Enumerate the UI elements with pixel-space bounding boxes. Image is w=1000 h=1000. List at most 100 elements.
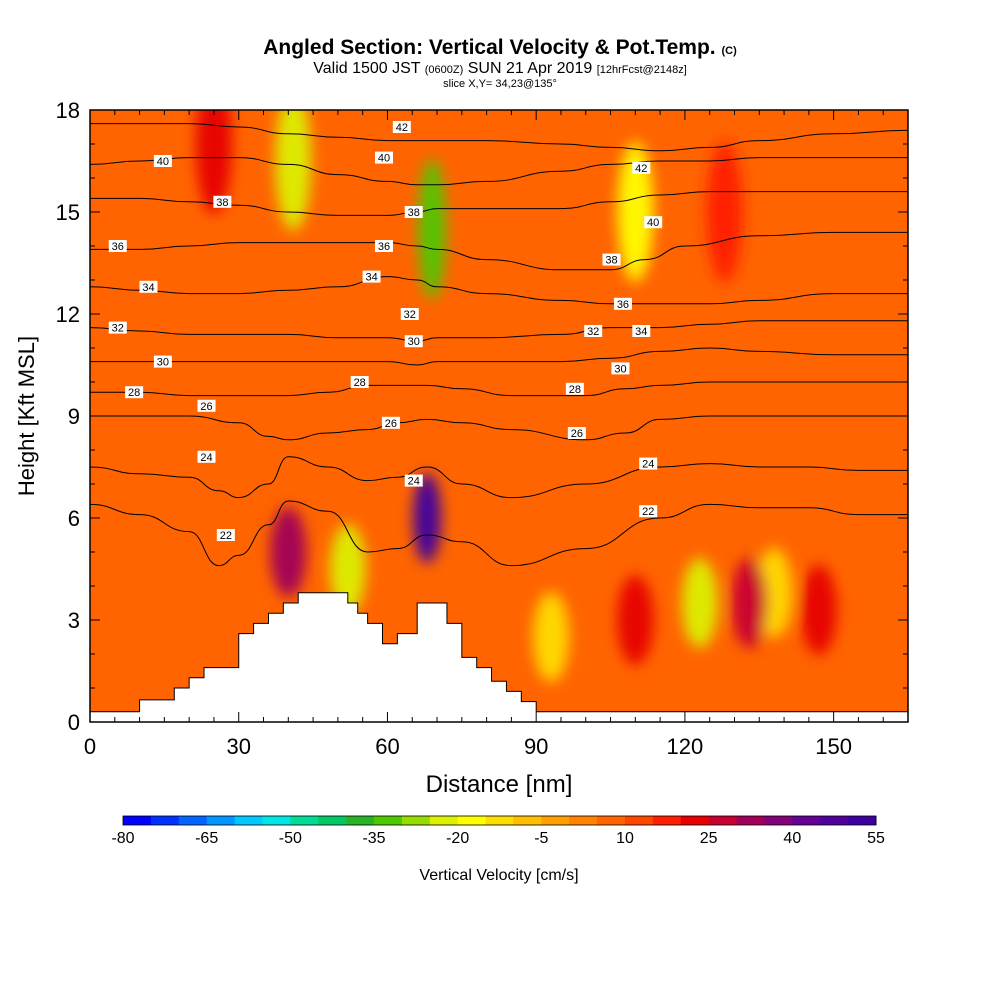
colorbar-swatch [429,816,459,825]
velocity-cell [800,564,837,655]
colorbar-swatch [848,816,877,825]
colorbar-swatch [401,816,431,825]
colorbar-swatch [680,816,710,825]
colorbar-swatch [346,816,375,825]
chart-title-text: Angled Section: Vertical Velocity & Pot.… [263,36,716,59]
contour-label-bg [374,151,393,164]
colorbar-swatch [123,816,152,825]
contour-label: 40 [647,217,659,229]
contour-label: 40 [378,153,390,165]
x-tick-label: 90 [524,734,548,759]
velocity-cell [706,142,743,282]
velocity-cell [275,110,312,231]
colorbar-border [122,815,877,826]
contour-label: 26 [385,418,397,430]
contour-label: 28 [354,377,366,389]
colorbar-tick-label: -80 [111,830,134,847]
contour-label-bg [362,270,381,283]
isentrope-30 [90,347,908,366]
velocity-cell [418,159,447,299]
x-tick-label: 120 [667,734,704,759]
contour-label-bg [632,161,651,174]
contour-label-bg [125,386,144,399]
contour-label-bg [197,450,216,463]
colorbar-swatch [820,816,849,825]
colorbar-tick-label: 25 [700,830,718,847]
contour-label: 22 [642,506,654,518]
contour-label-bg [374,240,393,252]
contour-label-bg [153,355,172,368]
contour-label-bg [404,474,423,487]
y-tick-label: 9 [68,404,80,429]
contour-label: 30 [157,357,169,369]
colorbar-swatch [708,816,738,825]
contour-label-bg [565,382,584,395]
y-axis-label: Height [Kft MSL] [14,336,39,496]
colorbar-swatch [178,816,208,825]
slice-info: slice X,Y= 34,23@135° [443,78,557,90]
contour-label-bg [197,399,216,412]
colorbar-swatch [485,816,514,825]
contour-label: 22 [220,530,232,542]
isentrope-42 [90,123,908,152]
velocity-cell [617,142,654,282]
contour-label-bg [639,505,658,518]
colorbar-swatch [764,816,793,825]
contour-label-bg [632,325,651,337]
contour-label: 32 [112,323,124,335]
valid-prefix: Valid 1500 JST [313,60,421,77]
contour-label-bg [400,308,419,320]
contour-label: 40 [157,156,169,168]
colorbar-swatch [736,816,765,825]
colorbar-tick-label: -65 [195,830,218,847]
velocity-cell [681,558,718,648]
velocity-cell [413,473,442,563]
contour-label: 42 [396,122,408,134]
contour-label-bg [644,216,663,229]
isentrope-lines [90,123,908,567]
colorbar-swatch [318,816,347,825]
y-tick-label: 3 [68,608,80,633]
contour-label: 30 [614,363,626,375]
contour-label: 36 [112,241,124,253]
contour-label-bg [613,297,632,310]
contour-label-bg [584,325,603,337]
colorbar-swatch [457,816,487,825]
colorbar-tick-label: 10 [616,830,634,847]
colorbar-tick-label: 40 [783,830,801,847]
contour-label: 34 [142,282,154,294]
colorbar-tick-label: -50 [279,830,302,847]
colorbar-swatch [652,816,682,825]
contour-label: 34 [365,272,377,284]
chart-title-mark: (C) [721,45,737,57]
isentrope-24 [90,456,908,499]
contour-label-bg [611,362,630,375]
colorbar-swatch [625,816,654,825]
x-tick-label: 30 [226,734,250,759]
contour-label: 26 [571,428,583,440]
contour-label-bg [213,195,232,208]
colorbar-swatch [374,816,403,825]
colorbar-swatch [206,816,236,825]
chart-subtitle: Valid 1500 JST (0600Z) SUN 21 Apr 2019 [… [0,60,1000,78]
contour-label-bg [404,335,423,348]
colorbar-tick-label: -5 [534,830,548,847]
isentrope-26 [90,415,908,441]
contour-label: 24 [200,452,212,464]
isentrope-22 [90,500,908,567]
contour-label-bg [153,155,172,167]
colorbar-swatch [262,816,291,825]
contour-label-bg [108,240,127,252]
y-tick-label: 0 [68,710,80,735]
colorbar-swatch [541,816,570,825]
contour-label: 26 [200,401,212,413]
contour-label-bg [108,321,127,334]
y-tick-label: 12 [56,302,80,327]
contour-labels: 40 38 36 34 32 30 28 26 24 22 42 40 38 36 34 32 30 28 26 24… [108,121,663,542]
colorbar-tick-label: 55 [867,830,885,847]
isentrope-36 [90,231,908,271]
valid-z: (0600Z) [424,64,464,76]
contour-label: 38 [408,207,420,219]
